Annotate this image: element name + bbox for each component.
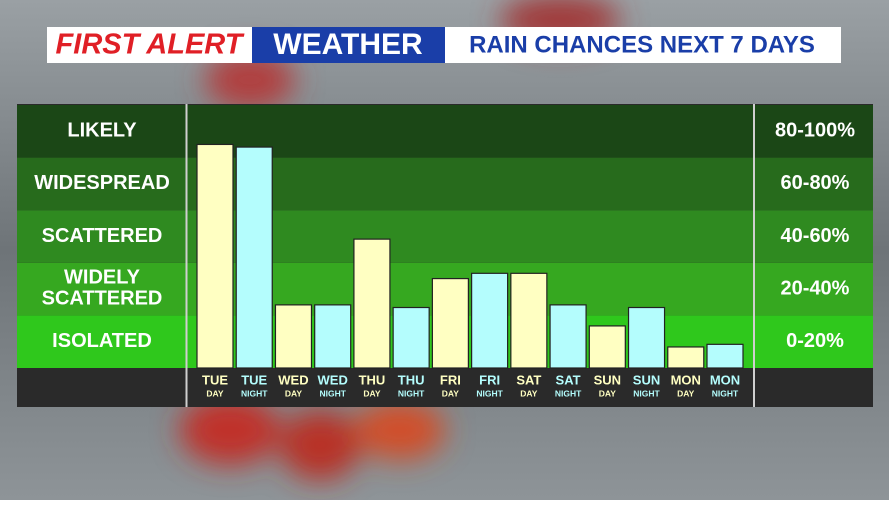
header-title-bg [445,27,841,63]
header-section: WEATHER [273,28,423,61]
band [17,157,873,211]
x-tick-sublabel: NIGHT [398,388,425,398]
bar [431,277,469,369]
x-tick-label: WED [318,372,348,387]
band-range: 20-40% [781,277,850,299]
bar [235,146,273,369]
x-tick-label: SAT [516,372,541,387]
bar [588,325,626,369]
x-tick-sublabel: DAY [442,388,459,398]
x-tick-sublabel: NIGHT [319,388,346,398]
x-tick-sublabel: DAY [363,388,380,398]
x-tick-label: SAT [556,372,581,387]
bar [706,343,744,369]
x-tick-label: WED [278,372,308,387]
header-section-bg [252,27,445,63]
x-tick-label: SUN [633,372,660,387]
bar [353,238,391,369]
x-tick-sublabel: NIGHT [712,388,739,398]
x-tick-sublabel: DAY [206,388,223,398]
x-tick-label: THU [398,372,425,387]
header-brand: FIRST ALERT [56,29,245,61]
x-tick-sublabel: DAY [677,388,694,398]
header-brand-bg [47,27,252,63]
bar [314,304,352,369]
x-tick-label: MON [671,372,701,387]
band [17,210,873,263]
band-range: 80-100% [775,120,855,142]
bar [471,272,509,369]
x-tick-label: TUE [202,372,228,387]
bar [196,143,234,369]
x-tick-sublabel: NIGHT [241,388,268,398]
bar [667,346,705,369]
bar [627,306,666,369]
x-tick-label: SUN [594,372,621,387]
band-range: 0-20% [786,330,844,352]
x-tick-label: THU [359,372,386,387]
band-label: ISOLATED [52,330,152,352]
x-tick-label: FRI [479,372,500,387]
x-tick-sublabel: DAY [285,388,302,398]
x-tick-label: TUE [241,372,267,387]
x-tick-sublabel: NIGHT [555,388,582,398]
x-tick-sublabel: DAY [520,388,537,398]
plot: ISOLATED 0-20% WIDELY SCATTERED 20-40% SCATTE… [17,105,873,398]
band-label: WIDELY SCATTERED [42,267,163,310]
x-tick-sublabel: NIGHT [476,388,503,398]
bar [549,304,587,369]
bar [510,272,548,369]
x-tick-label: MON [710,372,740,387]
band [17,105,873,158]
header-title: RAIN CHANCES NEXT 7 DAYS [469,31,815,58]
x-tick-sublabel: DAY [599,388,616,398]
bar [274,304,313,369]
band-label: LIKELY [67,120,137,142]
x-tick-sublabel: NIGHT [633,388,660,398]
band-label: SCATTERED [42,225,163,247]
x-tick-label: FRI [440,372,461,387]
band-range: 40-60% [781,225,850,247]
bar [392,306,430,369]
band-label: WIDESPREAD [34,172,170,194]
band-range: 60-80% [781,172,850,194]
